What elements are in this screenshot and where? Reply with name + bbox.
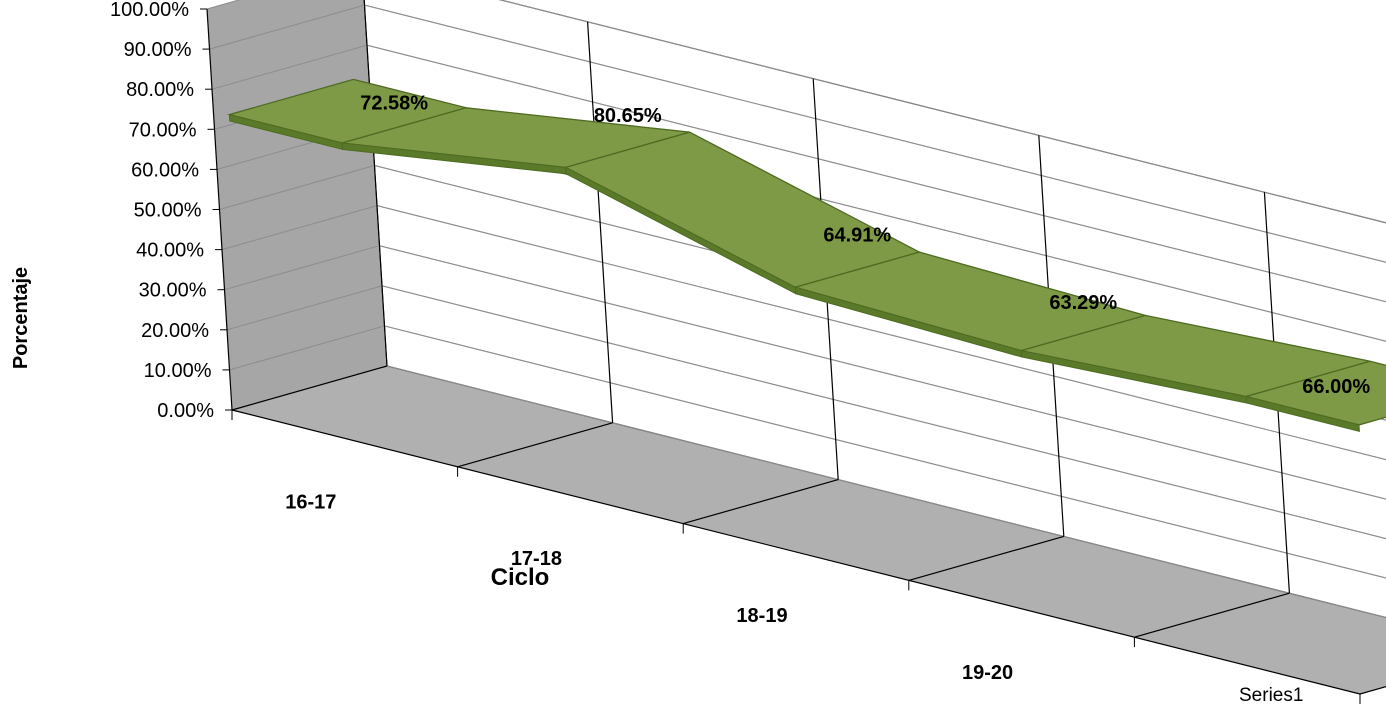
gridline-vertical [363, 0, 388, 367]
gridline-back [386, 365, 1386, 619]
x-category-label: 19-20 [962, 662, 1013, 684]
x-category-label: 17-18 [511, 548, 562, 570]
data-label: 63.29% [1049, 292, 1117, 314]
gridline-back [381, 285, 1386, 540]
y-tick-label: 100.00% [110, 0, 189, 21]
gridline-floor [1134, 592, 1290, 638]
x-axis-line [231, 409, 1361, 695]
y-tick-label: 0.00% [157, 400, 214, 422]
y-tick-label: 10.00% [144, 360, 212, 382]
gridline-side [219, 165, 375, 210]
x-category-label: 18-19 [736, 605, 787, 627]
gridline-floor [231, 365, 388, 411]
gridline-back [366, 44, 1386, 303]
gridline-floor [908, 535, 1064, 581]
gridline-back [364, 4, 1386, 263]
gridline-side [229, 325, 385, 371]
gridline-side [221, 205, 378, 251]
data-labels: 72.58% 80.65% 64.91% 63.29% 66.00% [360, 92, 1370, 398]
x-category-label: 16-17 [285, 491, 336, 513]
y-tick-label: 90.00% [124, 39, 192, 61]
gridline-floor [683, 479, 839, 525]
y-tick-label: 80.00% [126, 79, 194, 101]
y-tick-label: 30.00% [139, 280, 207, 302]
data-label: 66.00% [1302, 376, 1370, 398]
y-tick-label: 50.00% [134, 200, 202, 222]
y-tick-label: 70.00% [129, 119, 197, 141]
gridline-side [209, 4, 365, 50]
gridline-side [206, 0, 241, 10]
series-axis-label: Series1 [1239, 685, 1303, 706]
gridline-back [498, 0, 1386, 224]
data-label: 72.58% [360, 92, 428, 114]
y-axis-ticks: 0.00% 10.00% 20.00% 30.00% 40.00% 50.00% 60.00… [110, 0, 232, 422]
y-tick-label: 40.00% [136, 240, 204, 262]
series-ribbon [226, 78, 1386, 433]
floor [232, 366, 1386, 694]
gridline-side [224, 245, 380, 291]
gridline-side [226, 285, 383, 331]
gridline-side [211, 44, 368, 90]
gridline-vertical [587, 21, 614, 423]
y-tick-label: 60.00% [131, 159, 199, 181]
gridline-back [376, 205, 1386, 461]
gridline-floor [457, 422, 613, 468]
x-axis-title: Ciclo [491, 564, 550, 591]
ribbon-front-edge [1245, 395, 1360, 433]
gridline-back [384, 325, 1386, 579]
y-tick-label: 20.00% [141, 320, 209, 342]
gridline-back [379, 245, 1386, 500]
data-label: 64.91% [823, 225, 891, 247]
data-label: 80.65% [594, 105, 662, 127]
y-axis-title: Porcentaje [10, 267, 32, 369]
